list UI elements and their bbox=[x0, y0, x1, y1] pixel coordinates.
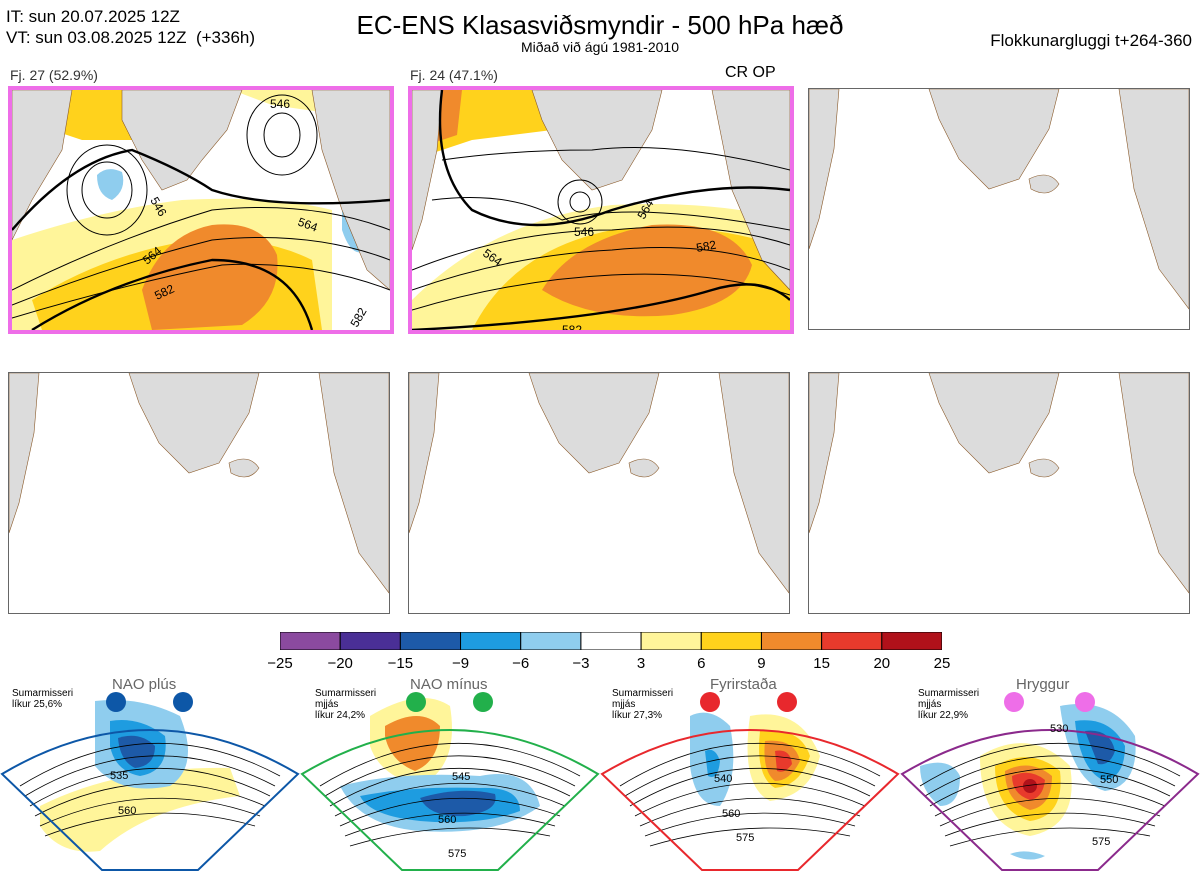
regime-name: NAO plús bbox=[112, 676, 177, 693]
colorbar-tick-label: −3 bbox=[572, 655, 590, 672]
regime-contour-label: 560 bbox=[722, 808, 740, 820]
page-subtitle: Miðað við ágú 1981-2010 bbox=[520, 39, 679, 55]
regime-name: Hryggur bbox=[1016, 676, 1070, 693]
page-title: EC-ENS Klasasviðsmyndir - 500 hPa hæð bbox=[356, 10, 844, 40]
contour-label: 582 bbox=[695, 238, 717, 255]
valid-time: VT: sun 03.08.2025 12Z (+336h) bbox=[6, 28, 256, 47]
colorbar-tick-label: −25 bbox=[267, 655, 293, 672]
colorbar-segment bbox=[280, 632, 341, 650]
cluster-2-label: Fj. 24 (47.1%) bbox=[410, 67, 498, 83]
contour-label: 582 bbox=[562, 323, 582, 330]
colorbar-tick-label: −20 bbox=[327, 655, 353, 672]
colorbar-segment bbox=[520, 632, 582, 650]
regime-contour-label: 530 bbox=[1050, 723, 1068, 735]
colorbar-segment bbox=[640, 632, 702, 650]
colorbar-tick-label: 6 bbox=[697, 655, 706, 672]
colorbar-tick-label: 3 bbox=[636, 655, 646, 672]
contour-label: 564 bbox=[296, 215, 320, 235]
colorbar-segment bbox=[881, 632, 942, 650]
init-time: IT: sun 20.07.2025 12Z bbox=[6, 7, 180, 26]
regime-contour-label: 560 bbox=[438, 814, 456, 826]
colorbar-tick-label: 20 bbox=[873, 655, 891, 672]
colorbar-tick-label: 25 bbox=[933, 655, 951, 672]
colorbar-segment bbox=[460, 632, 522, 650]
regime-name: NAO mínus bbox=[410, 676, 488, 693]
colorbar-segment bbox=[339, 632, 401, 650]
regime-contour-label: 545 bbox=[452, 771, 470, 783]
contour-label: 582 bbox=[347, 305, 369, 330]
regime-contour-label: 575 bbox=[736, 832, 754, 844]
regime-ridge: 530 550 575 Hryggur Sumarmisseri mjjás l… bbox=[900, 676, 1200, 871]
regime-meta: Sumarmisseri mjjás líkur 27,3% bbox=[612, 688, 674, 721]
cluster-1-map: 546 546 564 564 582 582 bbox=[8, 86, 394, 334]
regime-contour-label: 535 bbox=[110, 770, 128, 782]
regime-blocking: 540 560 575 Fyrirstaða Sumarmisseri mjjá… bbox=[600, 676, 900, 871]
colorbar-tick-label: 9 bbox=[757, 655, 766, 672]
anomaly-colorbar bbox=[280, 632, 942, 650]
cluster-2-map: 546 564 564 582 582 bbox=[408, 86, 794, 334]
regime-meta: Sumarmisseri líkur 25,6% bbox=[12, 688, 74, 710]
empty-map bbox=[808, 372, 1190, 614]
colorbar-segment bbox=[700, 632, 762, 650]
colorbar-segment bbox=[821, 632, 883, 650]
colorbar-segment bbox=[760, 632, 823, 650]
regime-contour-label: 560 bbox=[118, 805, 136, 817]
colorbar-tick-label: −6 bbox=[512, 655, 530, 672]
regime-name: Fyrirstaða bbox=[710, 676, 777, 693]
regime-contour-label: 575 bbox=[448, 848, 466, 860]
regime-contour-label: 575 bbox=[1092, 836, 1110, 848]
colorbar-tick-label: −15 bbox=[387, 655, 414, 672]
cluster-window: Flokkunargluggi t+264-360 bbox=[990, 31, 1192, 50]
colorbar-tick-label: −9 bbox=[451, 655, 470, 672]
cluster-2-tag: CR OP bbox=[725, 64, 776, 81]
cluster-1-label: Fj. 27 (52.9%) bbox=[10, 67, 98, 83]
contour-label: 546 bbox=[574, 225, 594, 239]
colorbar-segment bbox=[399, 632, 462, 650]
empty-map bbox=[8, 372, 390, 614]
regime-nao-minus: 545 560 575 NAO mínus Sumarmisseri mjjás… bbox=[300, 676, 600, 871]
empty-map bbox=[808, 88, 1190, 330]
regime-meta: Sumarmisseri mjjás líkur 24,2% bbox=[315, 688, 377, 721]
colorbar-tick-label: 15 bbox=[813, 655, 830, 672]
regime-contour-label: 540 bbox=[714, 773, 732, 785]
regime-nao-plus: 535 560 NAO plús Sumarmisseri líkur 25,6… bbox=[0, 676, 300, 871]
contour-label: 546 bbox=[270, 97, 290, 111]
regime-meta: Sumarmisseri mjjás líkur 22,9% bbox=[918, 688, 980, 721]
empty-map bbox=[408, 372, 790, 614]
colorbar-segment bbox=[580, 632, 642, 650]
regime-contour-label: 550 bbox=[1100, 774, 1118, 786]
